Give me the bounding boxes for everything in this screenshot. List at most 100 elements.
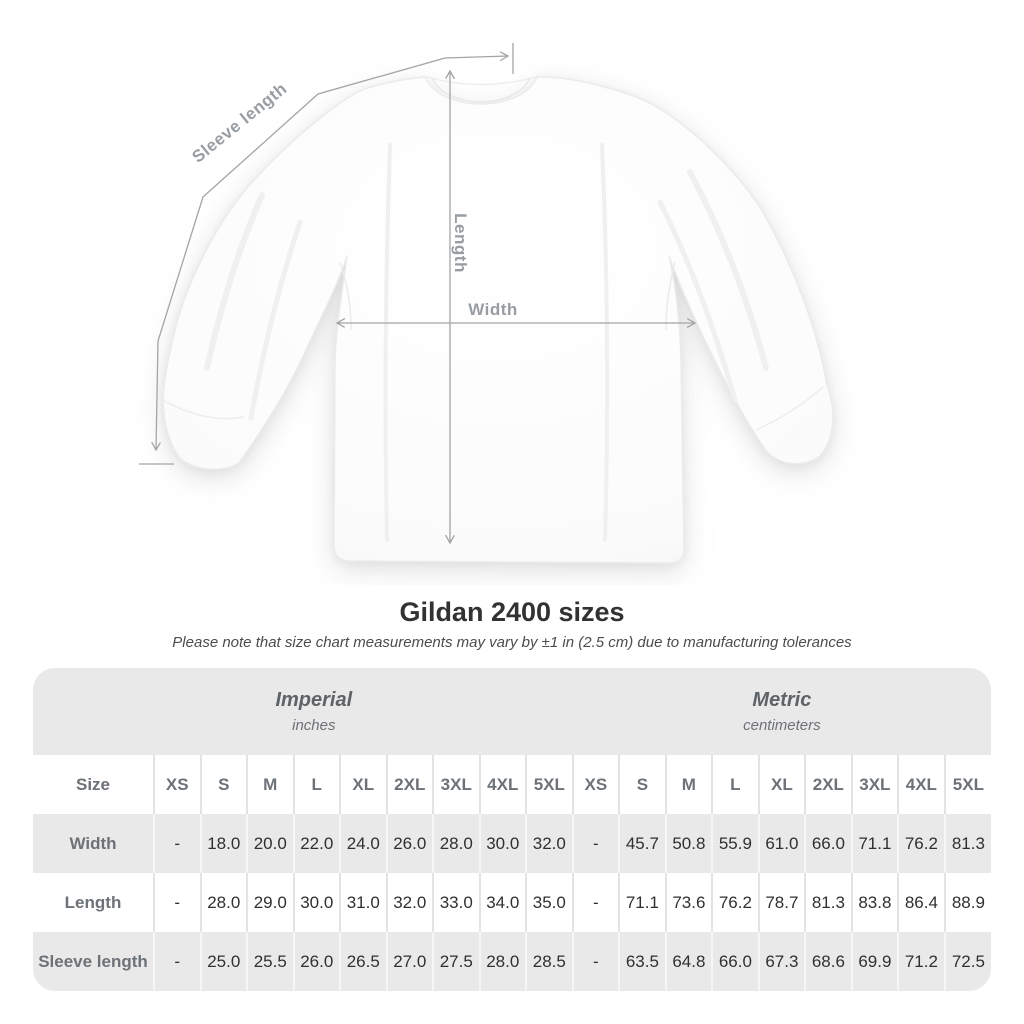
value-metric: 64.8 xyxy=(664,932,713,991)
sleeve-length-label: Sleeve length xyxy=(188,79,290,167)
value-metric: 72.5 xyxy=(943,932,991,991)
value-imperial: 26.5 xyxy=(339,932,387,991)
size-header-imperial: L xyxy=(292,755,340,814)
value-metric: 76.2 xyxy=(711,873,759,932)
value-imperial: 30.0 xyxy=(292,873,340,932)
table-row: Sleeve length -25.0 25.5 26.0 26.5 27.0 27.5 28… xyxy=(33,932,991,991)
length-measure: Length xyxy=(450,71,470,543)
fabric-folds xyxy=(162,143,824,542)
value-metric: 81.3 xyxy=(804,873,852,932)
metric-label: Metric xyxy=(752,689,812,711)
size-header-imperial: 2XL xyxy=(385,755,433,814)
value-metric: - xyxy=(571,814,620,873)
value-metric: 69.9 xyxy=(850,932,899,991)
value-metric: 50.8 xyxy=(664,814,713,873)
value-metric: 68.6 xyxy=(804,932,852,991)
value-metric: 71.2 xyxy=(897,932,945,991)
value-imperial: 26.0 xyxy=(292,932,340,991)
value-metric: 67.3 xyxy=(757,932,806,991)
value-imperial: 28.5 xyxy=(525,932,573,991)
width-label: Width xyxy=(468,300,518,319)
size-header-metric: 2XL xyxy=(804,755,852,814)
size-header-imperial: XL xyxy=(339,755,387,814)
size-header-metric: XS xyxy=(571,755,620,814)
value-metric: - xyxy=(571,932,620,991)
value-imperial: 22.0 xyxy=(292,814,340,873)
value-imperial: - xyxy=(153,932,201,991)
value-metric: 78.7 xyxy=(757,873,806,932)
page-title: Gildan 2400 sizes xyxy=(399,597,625,627)
value-imperial: 32.0 xyxy=(525,814,573,873)
value-metric: 61.0 xyxy=(757,814,806,873)
value-metric: 76.2 xyxy=(897,814,945,873)
value-metric: 88.9 xyxy=(943,873,991,932)
length-label: Length xyxy=(451,213,470,273)
size-table-container: Imperial inches Metric centimeters Size X… xyxy=(33,668,991,991)
value-imperial: 28.0 xyxy=(432,814,480,873)
value-imperial: 33.0 xyxy=(432,873,480,932)
value-imperial: 34.0 xyxy=(478,873,526,932)
measurement-label: Sleeve length xyxy=(38,951,148,971)
table-row: Length -28.0 29.0 30.0 31.0 32.0 33.0 34.0 35.0-… xyxy=(33,873,991,932)
table-row: Width -18.0 20.0 22.0 24.0 26.0 28.0 30.0 32.0-4… xyxy=(33,814,991,873)
value-metric: 83.8 xyxy=(850,873,899,932)
size-header-metric: 3XL xyxy=(850,755,899,814)
value-imperial: 28.0 xyxy=(478,932,526,991)
size-header-row: Size XS S M L XL 2XL 3XL 4XL 5XL XS S M L XL 2XL 3XL 4XL 5… xyxy=(33,755,991,814)
tolerance-note: Please note that size chart measurements… xyxy=(172,634,852,651)
value-metric: 86.4 xyxy=(897,873,945,932)
size-header-imperial: 3XL xyxy=(432,755,480,814)
value-imperial: 35.0 xyxy=(525,873,573,932)
value-imperial: 25.0 xyxy=(199,932,247,991)
size-column-header: Size xyxy=(75,774,111,794)
value-metric: 73.6 xyxy=(664,873,713,932)
size-header-metric: M xyxy=(664,755,713,814)
value-imperial: 20.0 xyxy=(246,814,294,873)
size-header-metric: S xyxy=(618,755,666,814)
value-imperial: 25.5 xyxy=(246,932,294,991)
unit-header-row: Imperial inches Metric centimeters xyxy=(33,668,991,755)
collar-detail xyxy=(422,75,540,103)
value-imperial: 18.0 xyxy=(199,814,247,873)
size-header-metric: 5XL xyxy=(943,755,991,814)
value-imperial: 24.0 xyxy=(339,814,387,873)
size-table: Imperial inches Metric centimeters Size X… xyxy=(33,668,991,991)
value-imperial: 27.5 xyxy=(432,932,480,991)
shirt-measurement-diagram: Sleeve length Length Width xyxy=(139,43,834,564)
size-header-imperial: M xyxy=(246,755,294,814)
size-header-imperial: 5XL xyxy=(525,755,573,814)
value-metric: 66.0 xyxy=(804,814,852,873)
value-imperial: 32.0 xyxy=(385,873,433,932)
value-metric: 63.5 xyxy=(618,932,666,991)
value-metric: - xyxy=(571,873,620,932)
value-imperial: 26.0 xyxy=(385,814,433,873)
inches-label: inches xyxy=(292,717,336,734)
size-header-metric: L xyxy=(711,755,759,814)
centimeters-label: centimeters xyxy=(743,717,821,734)
size-header-metric: XL xyxy=(757,755,806,814)
size-header-imperial: XS xyxy=(153,755,201,814)
value-imperial: 28.0 xyxy=(199,873,247,932)
width-measure: Width xyxy=(337,300,695,323)
size-header-metric: 4XL xyxy=(897,755,945,814)
value-imperial: 29.0 xyxy=(246,873,294,932)
value-metric: 66.0 xyxy=(711,932,759,991)
size-table-body: Imperial inches Metric centimeters Size X… xyxy=(33,668,991,991)
value-imperial: - xyxy=(153,873,201,932)
long-sleeve-shirt-illustration xyxy=(162,76,834,564)
size-header-imperial: 4XL xyxy=(478,755,526,814)
imperial-header-cell: Imperial inches xyxy=(33,668,573,755)
value-imperial: - xyxy=(153,814,201,873)
value-metric: 71.1 xyxy=(618,873,666,932)
value-imperial: 31.0 xyxy=(339,873,387,932)
value-imperial: 27.0 xyxy=(385,932,433,991)
value-metric: 71.1 xyxy=(850,814,899,873)
value-metric: 81.3 xyxy=(943,814,991,873)
measurement-label: Length xyxy=(64,892,122,912)
size-header-imperial: S xyxy=(199,755,247,814)
value-imperial: 30.0 xyxy=(478,814,526,873)
value-metric: 45.7 xyxy=(618,814,666,873)
value-metric: 55.9 xyxy=(711,814,759,873)
metric-header-cell: Metric centimeters xyxy=(572,668,991,755)
imperial-label: Imperial xyxy=(275,689,353,711)
